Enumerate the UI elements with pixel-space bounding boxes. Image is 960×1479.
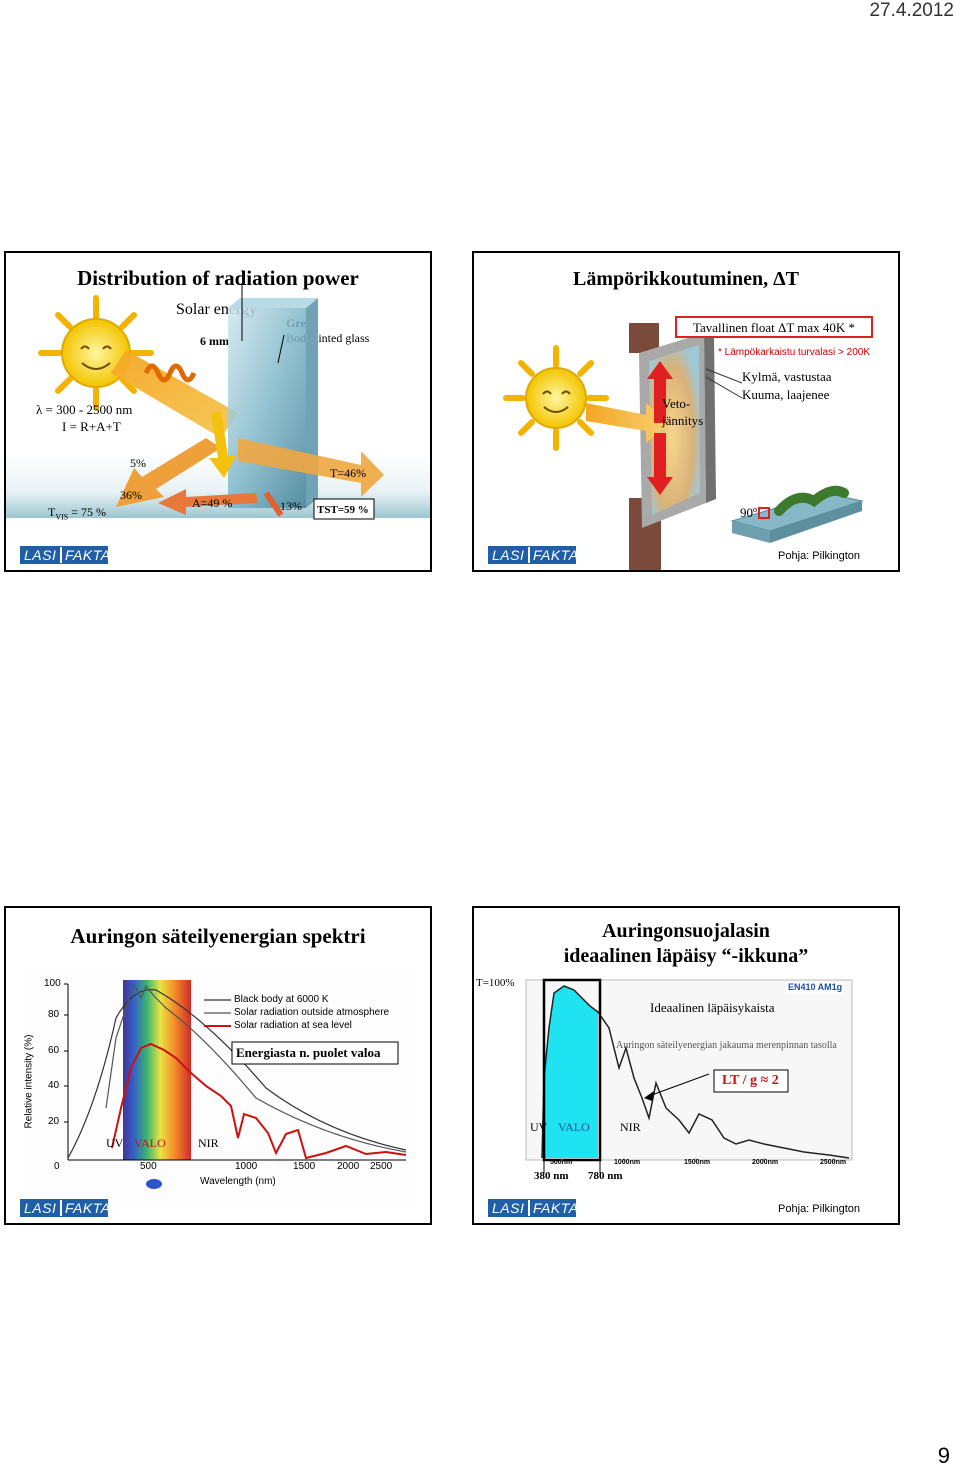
nir-label: NIR (620, 1120, 641, 1134)
tst-label: TST=59 % (317, 504, 369, 516)
tvis-value: = 75 % (71, 505, 106, 519)
legend-sea-level: Solar radiation at sea level (234, 1020, 352, 1031)
cold-label: Kylmä, vastustaa (742, 369, 832, 384)
lasifakta-logo: LASI FAKTA (20, 1199, 110, 1217)
nm380-label: 380 nm (534, 1170, 569, 1182)
t46-label: T=46% (330, 466, 367, 480)
page-number: 9 (937, 1443, 950, 1468)
xtick-1000: 1000 (235, 1161, 258, 1172)
distribution-label: Auringon säteilyenergian jakauma merenpi… (616, 1040, 837, 1051)
t100-label: T=100% (476, 977, 515, 989)
tvis-label: T (48, 505, 56, 519)
valo-label: VALO (134, 1136, 166, 1150)
nir-label: NIR (198, 1136, 219, 1150)
slide-solar-spectrum: Auringon säteilyenergian spektri (4, 906, 432, 1225)
slide-title: Lämpörikkoutuminen, ΔT (573, 268, 799, 290)
uv-label: UV (106, 1136, 124, 1150)
sun-icon (503, 345, 609, 451)
intensity-line: I = R+A+T (62, 419, 121, 434)
xtick-500: 500 (140, 1161, 157, 1172)
radiation-illustration (6, 283, 430, 520)
thickness-label: 6 mm (200, 334, 229, 348)
ytick-60: 60 (48, 1045, 60, 1056)
thermal-illustration (503, 316, 873, 570)
uv-label: UV (530, 1120, 548, 1134)
lasifakta-logo: LASI FAKTA (488, 546, 578, 564)
valo-label: VALO (558, 1120, 590, 1134)
ytick-80: 80 (48, 1009, 60, 1020)
xtick-2500nm: 2500nm (820, 1159, 847, 1166)
xtick-1500: 1500 (293, 1161, 316, 1172)
reflect-vis: 36% (120, 488, 142, 502)
slide-title-2: ideaalinen läpäisy “-ikkuna” (563, 945, 809, 967)
tvis-line: TVIS = 75 % (48, 505, 106, 521)
date: 27.4.2012 (869, 0, 954, 21)
ytick-40: 40 (48, 1080, 60, 1091)
lambda-line: λ = 300 - 2500 nm (36, 402, 133, 417)
reflect-percent: 5% (130, 456, 146, 470)
eye-icon (146, 1179, 162, 1189)
ltg-label: LT / g ≈ 2 (722, 1073, 779, 1088)
xtick-0: 0 (54, 1161, 60, 1172)
y-axis-label: Relative intensity (%) (23, 1034, 35, 1129)
energy-box-label: Energiasta n. puolet valoa (236, 1045, 381, 1060)
slide-title: Distribution of radiation power (77, 266, 359, 290)
lasifakta-logo: LASI FAKTA (488, 1199, 578, 1217)
stress-label-2: jännitys (662, 413, 704, 428)
lasifakta-logo: LASI FAKTA (20, 546, 110, 564)
xtick-500nm: 500nm (550, 1159, 573, 1166)
warm-label: Kuuma, laajenee (742, 387, 830, 402)
source-label: Pohja: Pilkington (778, 550, 860, 562)
reemit-label: 13% (280, 499, 302, 513)
tempered-note: * Lämpökarkaistu turvalasi > 200K (718, 347, 871, 358)
spectrum-chart (24, 970, 416, 1210)
xtick-2000: 2000 (337, 1161, 360, 1172)
legend-outside: Solar radiation outside atmosphere (234, 1007, 390, 1018)
ideal-band-label: Ideaalinen läpäisykaista (650, 1000, 775, 1015)
source-label: Pohja: Pilkington (778, 1203, 860, 1215)
transmission-chart (525, 978, 853, 1173)
stress-label-1: Veto- (662, 396, 691, 411)
slide-thermal-breakage: Lämpörikkoutuminen, ΔT (472, 251, 900, 572)
slide-title-1: Auringonsuojalasin (602, 920, 770, 942)
sun-icon (38, 295, 154, 411)
xtick-1000nm: 1000nm (614, 1159, 641, 1166)
x-axis-label: Wavelength (nm) (200, 1176, 276, 1187)
nm780-label: 780 nm (588, 1170, 623, 1182)
stress-box: Tavallinen float ΔT max 40K * (692, 320, 856, 335)
xtick-2500: 2500 (370, 1161, 393, 1172)
slide-title: Auringon säteilyenergian spektri (70, 924, 366, 948)
legend-black-body: Black body at 6000 K (234, 994, 329, 1005)
xtick-1500nm: 1500nm (684, 1159, 711, 1166)
angle-label: 90º (740, 505, 758, 520)
ytick-100: 100 (44, 978, 61, 989)
ytick-20: 20 (48, 1116, 60, 1127)
slide-radiation-distribution: Distribution of radiation power Solar en… (4, 251, 432, 572)
tvis-sub: VIS (55, 512, 69, 522)
slide-ideal-transmission: Auringonsuojalasin ideaalinen läpäisy “-… (472, 906, 900, 1225)
en410-badge: EN410 AM1g (788, 982, 843, 992)
absorb-label: A=49 % (192, 496, 233, 510)
xtick-2000nm: 2000nm (752, 1159, 779, 1166)
